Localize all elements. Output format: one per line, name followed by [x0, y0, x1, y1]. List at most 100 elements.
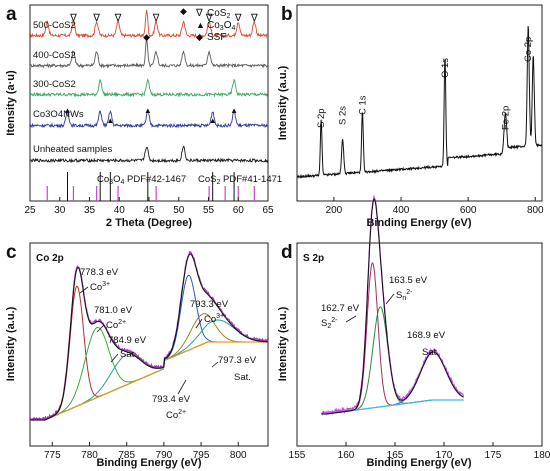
- annotation-co2plus-2: Co2+: [166, 409, 186, 421]
- panel-0-tick-label: 50: [173, 205, 185, 216]
- cos2-marker: ∇: [152, 13, 160, 24]
- series-line-0: [29, 10, 269, 39]
- panel-1-tick-label: 400: [393, 205, 410, 216]
- panel-3-tick-label: 155: [289, 450, 306, 461]
- panel-d-annotations: 163.5 eV Sn2- 162.7 eV S22- 168.9 eV Sat…: [321, 275, 446, 358]
- panel-d-ticks: 155 160 165 170 175 180: [289, 442, 550, 461]
- panel-a-ylabel: Itensity (a·u): [5, 70, 17, 136]
- annotation-arrow-3: [110, 353, 119, 363]
- panel-a-reference-lines: [46, 172, 255, 201]
- annotation-797-3: 797.3 eV: [218, 355, 257, 366]
- ref-label-co3o4: Co3O4 PDF#42-1467: [97, 174, 186, 186]
- panel-3-tick-label: 175: [485, 450, 502, 461]
- cos2-marker: ∇: [250, 13, 258, 24]
- panel-0-tick-label: 45: [143, 205, 155, 216]
- legend-label-co3o4: Co3O4: [207, 20, 235, 32]
- cos2-marker: ∇: [205, 13, 213, 24]
- cos2-marker: ∇: [234, 13, 242, 24]
- annotation-sat-3: Sat.: [422, 347, 439, 358]
- annotation-arrow-4: [195, 318, 203, 329]
- panel-1-tick-label: 800: [527, 205, 544, 216]
- fit-component-0: [30, 285, 268, 421]
- peak-label: S 2s: [338, 106, 349, 125]
- peak-label: O 1s: [440, 58, 451, 78]
- panel-c-label: c: [6, 242, 17, 263]
- panel-b-frame: [296, 4, 543, 202]
- annotation-sn2minus: Sn2-: [396, 289, 413, 302]
- panel-b-xlabel: Binding Energy (eV): [366, 217, 471, 229]
- fit-component-4: [30, 313, 268, 421]
- panel-0-tick-label: 25: [24, 205, 36, 216]
- panel-2-tick-label: 795: [193, 450, 210, 461]
- fit-component-3: [30, 274, 268, 421]
- annotation-sat-2: Sat.: [234, 372, 251, 383]
- panel-d-title: S 2p: [303, 253, 324, 264]
- legend-symbol-co3o4: ▲: [196, 20, 205, 30]
- panel-c-ticks: 775 780 785 790 795 800: [44, 442, 247, 461]
- fit-component-5: [30, 319, 268, 421]
- ref-label-cos2: CoS2 PDF#41-1471: [198, 174, 282, 186]
- panel-0-tick-label: 55: [203, 205, 215, 216]
- panel-3-tick-label: 160: [338, 450, 355, 461]
- annotation-arrow-2: [96, 324, 105, 333]
- panel-0-tick-label: 60: [233, 205, 245, 216]
- annotation-arrow-5: [177, 379, 187, 395]
- series-label-2: 300-CoS2: [33, 79, 76, 90]
- annotation-co3plus-1: Co3+: [90, 281, 110, 293]
- annotation-arrow-7: [385, 293, 395, 305]
- peak-label: C 1s: [357, 95, 368, 115]
- series-label-0: 500-CoS2: [33, 20, 76, 31]
- panel-b-ylabel: Intensity (a.u.): [277, 65, 289, 140]
- series-line-2: [29, 77, 269, 98]
- panel-0-tick-label: 35: [84, 205, 96, 216]
- panel-c-fit-curves: [29, 251, 269, 422]
- peak-label: Fe 2p: [500, 106, 511, 130]
- panel-c: c Co 2p 775 780 785 790 795 800 778.3 eV Co3+…: [5, 242, 269, 469]
- panel-c-ylabel: Intensity (a.u.): [5, 306, 17, 381]
- ssf-marker: ◆: [143, 32, 150, 42]
- co3o4-marker: ▲: [230, 106, 238, 115]
- panel-a-series: ∇ ∇ ∇ ∇ ∇ ∇ ∇◆◆▲▲▲▲▲: [29, 6, 269, 164]
- panel-3-tick-label: 165: [387, 450, 404, 461]
- panel-0-tick-label: 40: [114, 205, 126, 216]
- panel-c-xlabel: Binding Energy (eV): [96, 457, 201, 469]
- annotation-781-0: 781.0 eV: [94, 305, 133, 316]
- raw-spectrum: [29, 251, 269, 422]
- panel-2-tick-label: 790: [156, 450, 173, 461]
- panel-d: d S 2p 155 160 165 170 175 180 163.5 eV Sn2- …: [277, 194, 550, 469]
- panel-2-tick-label: 785: [118, 450, 135, 461]
- background-line: [30, 341, 268, 421]
- legend-symbol-ssf: ◆: [196, 32, 203, 42]
- cos2-marker: ∇: [69, 13, 77, 24]
- annotation-arrow-1: [79, 286, 89, 294]
- envelope-fit: [321, 198, 464, 415]
- panel-a-ticks: 25 30 35 40 45 50 55 60 65: [24, 197, 274, 216]
- panel-a: a ∇ ∇ ∇ ∇ ∇ ∇ ∇◆◆▲▲▲▲▲ 500-CoS2400-CoS2300-CoS…: [5, 4, 282, 229]
- panel-a-legend: ∇ CoS2 ▲ Co3O4 ◆ SSF: [195, 8, 235, 43]
- annotation-sat-1: Sat.: [120, 349, 137, 360]
- panel-c-frame: [29, 242, 269, 447]
- envelope-fit: [30, 253, 268, 421]
- panel-1-tick-label: 600: [460, 205, 477, 216]
- panel-d-ylabel: Intensity (a.u.): [277, 306, 289, 381]
- annotation-arrow-6: [211, 361, 219, 368]
- annotation-s22minus: S22-: [321, 317, 338, 330]
- annotation-163-5: 163.5 eV: [389, 275, 428, 286]
- panel-d-label: d: [281, 242, 293, 263]
- series-label-1: 400-CoS2: [33, 50, 76, 61]
- co3o4-marker: ▲: [144, 106, 152, 115]
- peak-label: Co 2p: [523, 37, 534, 62]
- legend-symbol-cos2: ∇: [195, 8, 203, 19]
- panel-0-tick-label: 65: [262, 205, 274, 216]
- survey-spectrum-curve: [296, 25, 543, 179]
- annotation-778-3: 778.3 eV: [80, 267, 119, 278]
- panel-b: b S 2p S 2s C 1s O 1s Fe 2p Co 2p 200 400 600 80…: [277, 4, 544, 229]
- co3o4-marker: ▲: [64, 106, 72, 115]
- ssf-marker: ◆: [180, 6, 187, 16]
- cos2-marker: ∇: [92, 13, 100, 24]
- panel-b-ticks: 200 400 600 800: [326, 197, 544, 216]
- annotation-co2plus-1: Co2+: [106, 319, 126, 331]
- panel-2-tick-label: 780: [81, 450, 98, 461]
- panel-1-tick-label: 200: [326, 205, 343, 216]
- annotation-793-4: 793.4 eV: [152, 394, 191, 405]
